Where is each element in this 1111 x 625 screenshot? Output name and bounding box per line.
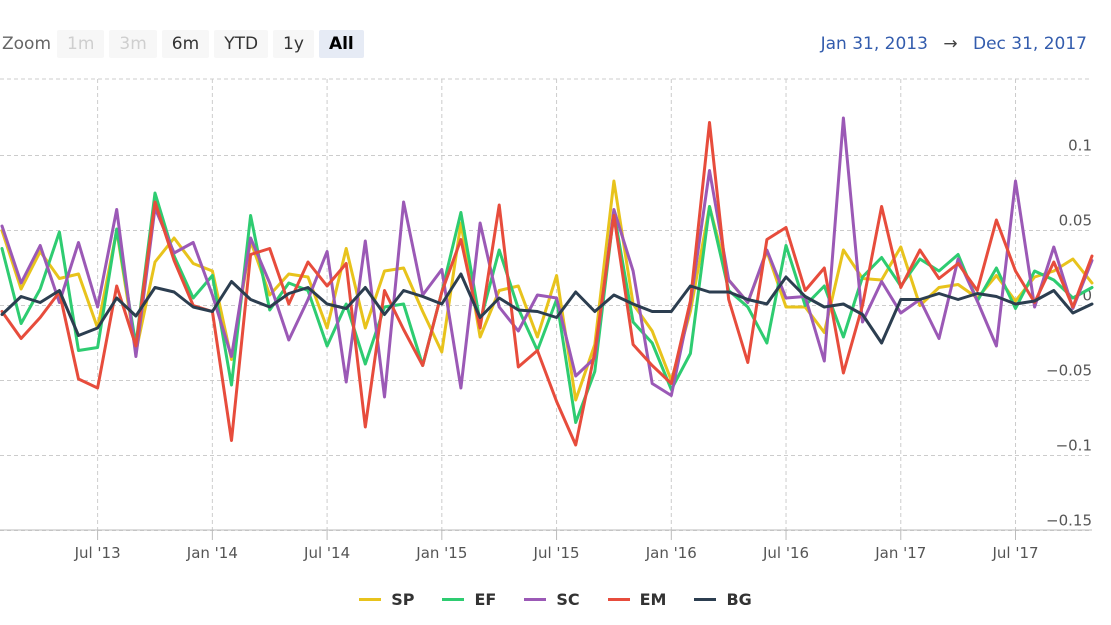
series-line-em <box>0 121 1094 447</box>
zoom-6m-button[interactable]: 6m <box>161 30 210 58</box>
x-tick-label: Jul '16 <box>762 544 809 562</box>
legend-swatch-em <box>607 598 630 601</box>
legend-label-sc: SC <box>556 590 580 609</box>
legend-swatch-ef <box>442 598 465 601</box>
legend-item-em[interactable]: EM <box>607 590 667 609</box>
zoom-1m-button[interactable]: 1m <box>57 30 105 58</box>
y-tick-label: −0.15 <box>1046 512 1092 530</box>
range-from-input[interactable]: Jan 31, 2013 <box>820 34 928 54</box>
x-tick-label: Jan '16 <box>645 544 697 562</box>
legend-label-bg: BG <box>726 590 752 609</box>
legend-item-sc[interactable]: SC <box>524 590 580 609</box>
x-tick-label: Jan '14 <box>186 544 238 562</box>
line-chart: 0.1 0.05 0 −0.05 −0.1 −0.15 Jul '13 Jan '14 Jul … <box>0 78 1094 562</box>
y-tick-label: 0.1 <box>1068 137 1092 155</box>
x-tick-label: Jan '15 <box>415 544 467 562</box>
legend-label-em: EM <box>639 590 667 609</box>
zoom-1y-button[interactable]: 1y <box>273 30 314 58</box>
y-tick-label: 0 <box>1082 287 1092 305</box>
x-tick-label: Jul '14 <box>303 544 350 562</box>
range-arrow-icon: → <box>943 34 958 54</box>
x-tick-label: Jul '15 <box>533 544 580 562</box>
series-line-sc <box>0 116 1094 399</box>
x-tick-label: Jul '17 <box>991 544 1038 562</box>
zoom-label: Zoom <box>2 34 52 54</box>
zoom-all-button[interactable]: All <box>318 30 364 58</box>
series-line-sp <box>0 179 1094 402</box>
x-tick-label: Jan '17 <box>874 544 926 562</box>
y-tick-label: 0.05 <box>1059 212 1092 230</box>
legend-item-bg[interactable]: BG <box>694 590 752 609</box>
series-line-ef <box>0 191 1094 424</box>
legend: SP EF SC EM BG <box>0 590 1111 609</box>
legend-label-sp: SP <box>391 590 415 609</box>
legend-item-sp[interactable]: SP <box>359 590 414 609</box>
date-range: Jan 31, 2013 → Dec 31, 2017 <box>821 34 1087 54</box>
zoom-3m-button[interactable]: 3m <box>109 30 157 58</box>
legend-swatch-sp <box>359 598 382 601</box>
range-selector: Zoom 1m 3m 6m YTD 1y All <box>0 28 369 60</box>
legend-item-ef[interactable]: EF <box>442 590 496 609</box>
y-tick-label: −0.1 <box>1056 437 1092 455</box>
y-tick-label: −0.05 <box>1046 362 1092 380</box>
zoom-ytd-button[interactable]: YTD <box>214 30 269 58</box>
range-to-input[interactable]: Dec 31, 2017 <box>972 34 1087 54</box>
legend-swatch-sc <box>524 598 547 601</box>
legend-swatch-bg <box>694 598 717 601</box>
x-tick-label: Jul '13 <box>74 544 121 562</box>
series-line-bg <box>0 272 1094 345</box>
legend-label-ef: EF <box>474 590 497 609</box>
